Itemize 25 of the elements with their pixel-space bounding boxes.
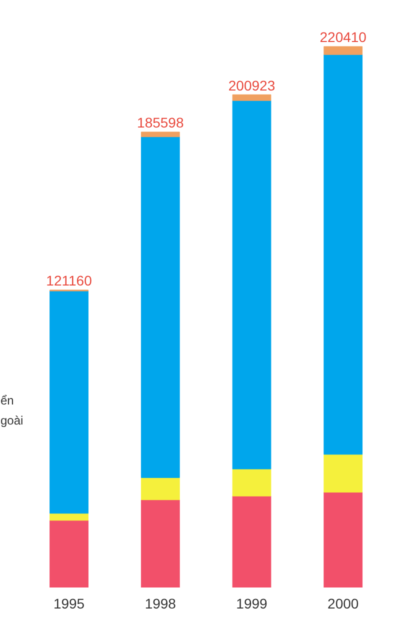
- x-tick-label: 2000: [328, 596, 359, 612]
- bar: [140, 136, 180, 478]
- annotation: 200923: [228, 77, 276, 94]
- bar: [324, 46, 363, 55]
- text: goài: [0, 414, 24, 428]
- bar: [232, 94, 272, 101]
- bar: [324, 454, 363, 493]
- annotation: 121160: [46, 272, 92, 289]
- annotation: 220410: [320, 29, 367, 46]
- bar: [50, 520, 88, 588]
- x-tick-label: 1995: [53, 596, 85, 612]
- bar: [232, 468, 272, 496]
- bar: [324, 492, 363, 588]
- text: ển: [0, 394, 14, 408]
- x-tick-label: 1999: [236, 596, 268, 612]
- bar: [324, 54, 363, 455]
- bar: [140, 477, 180, 500]
- bar: [140, 132, 180, 138]
- bar: [232, 100, 272, 470]
- bar: [140, 500, 180, 588]
- bar: [50, 290, 88, 514]
- bar: [232, 496, 272, 588]
- x-tick-label: 1998: [144, 596, 176, 612]
- bar: [50, 513, 88, 521]
- annotation: 185598: [137, 114, 184, 131]
